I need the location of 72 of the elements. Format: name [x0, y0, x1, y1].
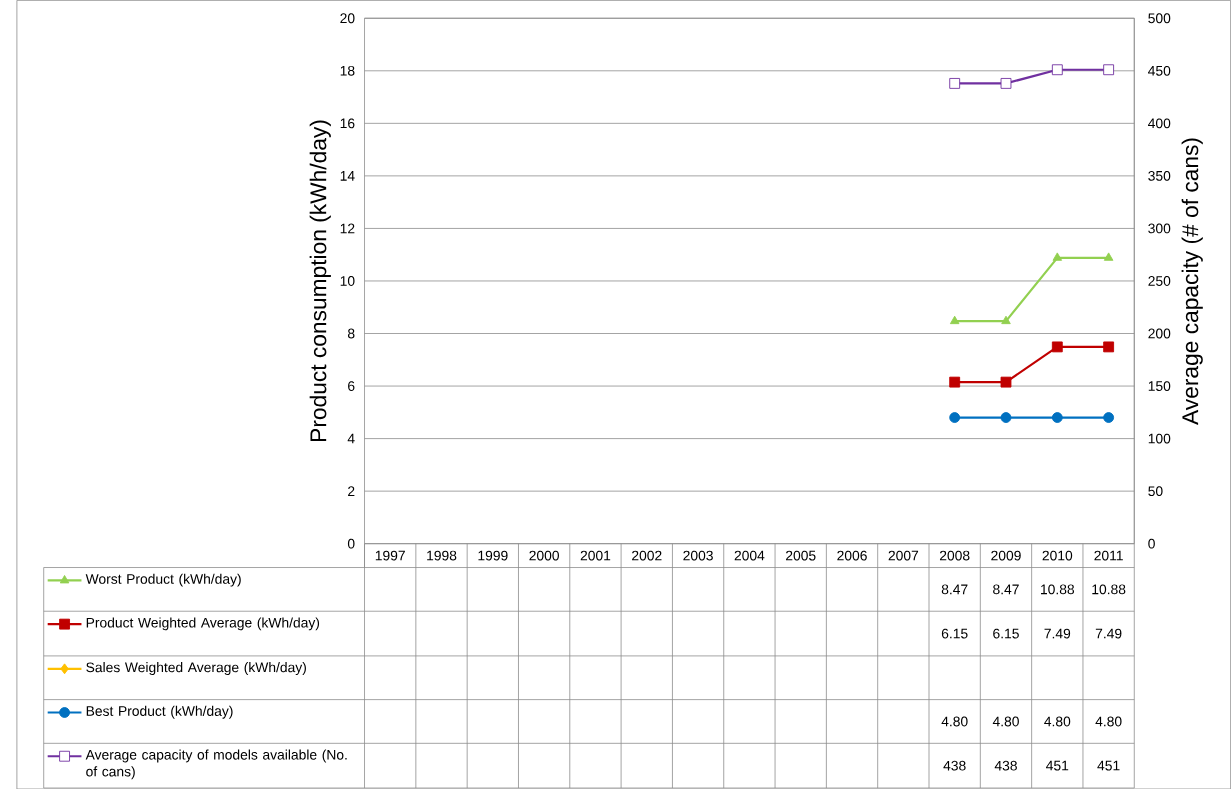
y2-tick-label: 250: [1148, 275, 1171, 286]
data-label: 10.88: [1092, 584, 1126, 595]
x-tick-label: 2005: [786, 550, 816, 561]
y2-tick-label: 350: [1148, 170, 1171, 181]
y2-tick-label: 50: [1148, 486, 1163, 496]
y-tick-label: 12: [340, 223, 355, 234]
legend-label: Best Product (kWh/day): [86, 705, 233, 719]
y-tick-label: 16: [340, 118, 355, 129]
data-label: 451: [1097, 760, 1120, 771]
legend-label: Worst Product (kWh/day): [85, 573, 241, 587]
y-tick-label: 6: [348, 380, 355, 391]
data-label: 8.47: [993, 584, 1019, 595]
data-label: 438: [994, 760, 1017, 771]
y-tick-label: 8: [347, 328, 355, 339]
y2-tick-label: 500: [1148, 13, 1171, 23]
legend-label: Average capacity of models available (No. of cans): [85, 749, 347, 780]
x-tick-label: 2003: [683, 550, 713, 561]
y-tick-label: 14: [340, 170, 355, 181]
point: [1103, 341, 1115, 353]
x-tick-label: 2006: [837, 550, 867, 561]
y2-axis-title: Average capacity (# of cans): [1181, 138, 1203, 425]
x-tick-label: 2011: [1094, 550, 1123, 561]
data-label: 451: [1046, 760, 1069, 771]
data-label: 438: [943, 760, 966, 771]
data-label: 7.49: [1044, 628, 1071, 639]
y-axis-title: Product consumption (kWh/day): [309, 120, 331, 441]
data-label: 6.15: [993, 628, 1019, 639]
x-tick-label: 2007: [888, 550, 919, 561]
point: [949, 411, 961, 423]
point: [949, 315, 960, 324]
y-tick-label: 20: [340, 13, 355, 23]
x-tick-label: 2002: [632, 550, 662, 561]
x-tick-label: 1998: [427, 550, 457, 561]
data-label: 8.47: [941, 584, 968, 595]
y2-tick-label: 100: [1148, 433, 1171, 444]
y2-tick-label: 150: [1148, 380, 1171, 391]
point: [1052, 252, 1063, 261]
y-tick-label: 18: [340, 65, 355, 76]
x-tick-label: 2010: [1042, 550, 1073, 561]
data-label: 6.15: [941, 628, 968, 639]
data-label: 4.80: [1095, 716, 1122, 727]
x-tick-label: 2004: [734, 550, 765, 561]
y-tick-label: 0: [347, 538, 355, 549]
point: [1103, 252, 1114, 261]
y-tick-label: 4: [347, 433, 355, 444]
x-tick-label: 1997: [375, 550, 405, 561]
y2-tick-label: 300: [1148, 223, 1171, 234]
data-label: 4.80: [1044, 716, 1071, 727]
point: [1000, 376, 1012, 388]
y2-tick-label: 0: [1148, 538, 1155, 549]
point: [1001, 315, 1011, 324]
data-label: 4.80: [992, 716, 1019, 727]
point: [1000, 411, 1012, 423]
x-tick-label: 2009: [991, 550, 1021, 561]
point: [949, 376, 961, 388]
y-tick-label: 2: [348, 486, 355, 496]
x-tick-label: 2001: [580, 550, 611, 561]
y2-tick-label: 200: [1148, 328, 1171, 339]
x-tick-label: 1999: [478, 550, 508, 561]
legend-label: Sales Weighted Average (kWh/day): [86, 661, 306, 675]
legend-label: Product Weighted Average (kWh/day): [86, 617, 320, 631]
data-label: 10.88: [1041, 584, 1075, 595]
x-tick-label: 2008: [939, 550, 970, 561]
data-label: 7.49: [1095, 628, 1122, 639]
data-label: 4.80: [941, 716, 968, 727]
y2-tick-label: 400: [1148, 118, 1171, 129]
y-tick-label: 10: [340, 275, 355, 286]
y2-tick-label: 450: [1148, 65, 1171, 76]
point: [1103, 411, 1115, 423]
point: [1051, 341, 1063, 353]
x-tick-label: 2000: [529, 550, 560, 561]
point: [1051, 411, 1063, 423]
